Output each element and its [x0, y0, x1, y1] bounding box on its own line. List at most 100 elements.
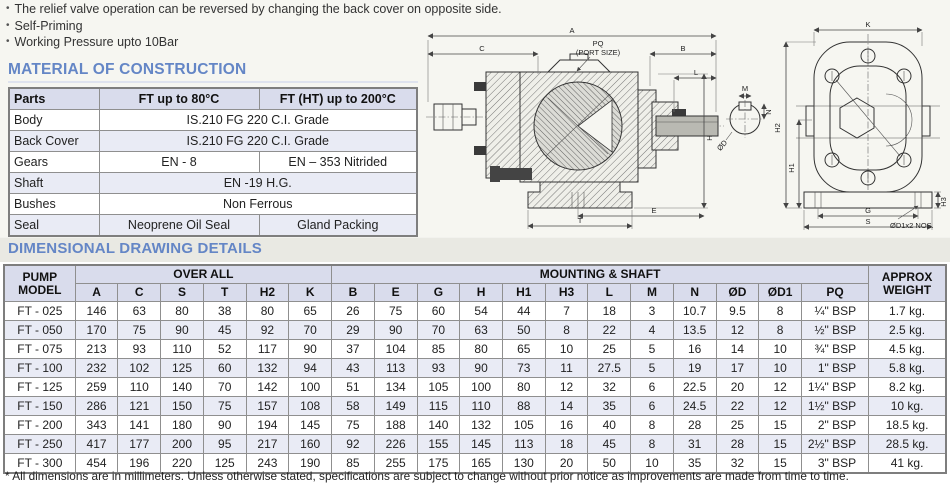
- dimension-value-cell: 194: [245, 415, 290, 435]
- footnote: * All dimensions are in millimeters. Unl…: [5, 469, 849, 483]
- weight-cell: 4.5 kg.: [868, 339, 947, 359]
- dimension-value-cell: 125: [160, 358, 204, 378]
- technical-drawings: A C B L PQ (PORT SIZE) H E T: [426, 20, 948, 230]
- dimension-value-cell: 90: [160, 320, 204, 340]
- weight-cell: 2.5 kg.: [868, 320, 947, 340]
- dimension-value-cell: 7: [544, 301, 589, 321]
- dim-label-pq: PQ: [593, 39, 604, 48]
- weight-cell: 28.5 kg.: [868, 434, 947, 454]
- dimension-value-cell: ¼" BSP: [800, 301, 870, 321]
- weight-cell: 18.5 kg.: [868, 415, 947, 435]
- dimension-value-cell: 259: [74, 377, 119, 397]
- dimension-value-cell: 60: [202, 358, 247, 378]
- dimension-value-cell: 100: [459, 377, 503, 397]
- table-row: FT - 200 343 141 180 90 194 145 75 188 140 132 105 1…: [3, 415, 947, 435]
- dimension-value-cell: 85: [416, 339, 461, 359]
- material-part-cell: Shaft: [8, 172, 100, 194]
- dimension-value-cell: 2" BSP: [800, 415, 870, 435]
- dimension-value-cell: 102: [117, 358, 162, 378]
- dimension-value-cell: 454: [74, 453, 119, 474]
- dim-label-t: T: [578, 216, 583, 225]
- dimension-value-cell: 45: [202, 320, 247, 340]
- dimension-value-cell: 343: [74, 415, 119, 435]
- dimension-value-cell: 6: [630, 377, 674, 397]
- weight-cell: 10 kg.: [868, 396, 947, 416]
- dimension-value-cell: 10: [758, 339, 802, 359]
- weight-cell: 1.7 kg.: [868, 301, 947, 321]
- dim-label-e: E: [651, 206, 656, 215]
- column-header-ft200: FT (HT) up to 200°C: [258, 87, 418, 110]
- dimension-value-cell: 80: [459, 339, 503, 359]
- dimension-value-cell: 108: [288, 396, 333, 416]
- pump-model-cell: FT - 300: [3, 453, 76, 474]
- dimension-value-cell: 3" BSP: [800, 453, 870, 474]
- dimensional-subheader-row: A C S T H2 K B E G H H1 H3 L M N ØD ØD1 PQ: [4, 283, 946, 302]
- dimension-value-cell: 70: [202, 377, 247, 397]
- dimension-value-cell: 1" BSP: [800, 358, 870, 378]
- column-header-2: S: [160, 283, 204, 302]
- weight-cell: 41 kg.: [868, 453, 947, 474]
- dim-label-od1: ØD1x2 NOS.: [890, 221, 934, 230]
- material-of-construction-section: MATERIAL OF CONSTRUCTION Parts FT up to …: [8, 61, 418, 237]
- table-row: FT - 050 170 75 90 45 92 70 29 90 70 63 50 8 22 4 13.5 1…: [3, 320, 947, 340]
- dimension-value-cell: 155: [416, 434, 461, 454]
- table-row: FT - 025 146 63 80 38 80 65 26 75 60 54 44 7 18 3 10.7 9…: [3, 301, 947, 321]
- column-group-overall: OVER ALL: [74, 264, 333, 284]
- dimension-value-cell: 141: [117, 415, 162, 435]
- dimension-value-cell: 217: [245, 434, 290, 454]
- dimension-value-cell: 88: [501, 396, 546, 416]
- dimension-value-cell: 100: [288, 377, 333, 397]
- dimensional-table-body: FT - 025 146 63 80 38 80 65 26 75 60 54 44 7 18 3 10.7 9…: [3, 301, 947, 474]
- dimension-value-cell: 145: [288, 415, 333, 435]
- dimension-value-cell: 10: [758, 358, 802, 378]
- material-table-body: Body IS.210 FG 220 C.I. Grade Back Cover IS…: [8, 109, 418, 237]
- dimension-value-cell: 134: [373, 377, 418, 397]
- column-header-17: PQ: [800, 283, 870, 302]
- dim-label-port-size: (PORT SIZE): [576, 48, 621, 57]
- dimension-value-cell: 12: [758, 396, 802, 416]
- dimension-value-cell: 65: [501, 339, 546, 359]
- dimension-value-cell: 105: [416, 377, 461, 397]
- pump-model-cell: FT - 150: [3, 396, 76, 416]
- dimension-value-cell: 145: [459, 434, 503, 454]
- table-row: Body IS.210 FG 220 C.I. Grade: [8, 109, 418, 131]
- bullet-text: Self-Priming: [14, 18, 83, 33]
- dimensional-group-header-row: PUMP MODEL OVER ALL MOUNTING & SHAFT APP…: [3, 264, 947, 302]
- dimension-value-cell: 37: [331, 339, 375, 359]
- bullet-text: The relief valve operation can be revers…: [14, 2, 502, 16]
- table-row: FT - 125 259 110 140 70 142 100 51 134 105 100 80 12…: [3, 377, 947, 397]
- dimension-value-cell: 14: [544, 396, 589, 416]
- dimensional-section-band: DIMENSIONAL DRAWING DETAILS: [0, 237, 950, 262]
- bullet-icon: •: [6, 19, 10, 31]
- table-row: Bushes Non Ferrous: [8, 193, 418, 215]
- dim-label-k: K: [865, 20, 870, 29]
- dimensional-table-section: PUMP MODEL OVER ALL MOUNTING & SHAFT APP…: [3, 264, 947, 474]
- dimension-value-cell: 132: [459, 415, 503, 435]
- dimension-value-cell: 12: [758, 377, 802, 397]
- dimension-value-cell: 38: [202, 301, 247, 321]
- material-value-cell: Gland Packing: [258, 214, 418, 237]
- weight-cell: 5.8 kg.: [868, 358, 947, 378]
- dim-label-a: A: [569, 26, 574, 35]
- table-row: Back Cover IS.210 FG 220 C.I. Grade: [8, 130, 418, 152]
- dimension-value-cell: 3: [630, 301, 674, 321]
- column-header-parts: Parts: [8, 87, 100, 110]
- table-row: Seal Neoprene Oil Seal Gland Packing: [8, 214, 418, 237]
- material-value-cell: IS.210 FG 220 C.I. Grade: [98, 130, 418, 152]
- dimension-value-cell: 90: [288, 339, 333, 359]
- material-value-cell: Neoprene Oil Seal: [98, 214, 260, 237]
- dimension-value-cell: 157: [245, 396, 290, 416]
- table-row: FT - 250 417 177 200 95 217 160 92 226 155 145 113 1…: [3, 434, 947, 454]
- column-header-7: E: [373, 283, 418, 302]
- dimension-value-cell: 8: [630, 415, 674, 435]
- top-section: • The relief valve operation can be rever…: [0, 0, 950, 237]
- dimension-value-cell: 50: [587, 453, 632, 474]
- dimension-value-cell: 75: [373, 301, 418, 321]
- material-value-cell: Non Ferrous: [98, 193, 418, 215]
- dimension-value-cell: 73: [501, 358, 546, 378]
- dimension-value-cell: 22: [587, 320, 632, 340]
- dimension-value-cell: 43: [331, 358, 375, 378]
- column-header-1: C: [117, 283, 162, 302]
- dimension-value-cell: 22.5: [672, 377, 717, 397]
- dim-label-g: G: [865, 206, 871, 215]
